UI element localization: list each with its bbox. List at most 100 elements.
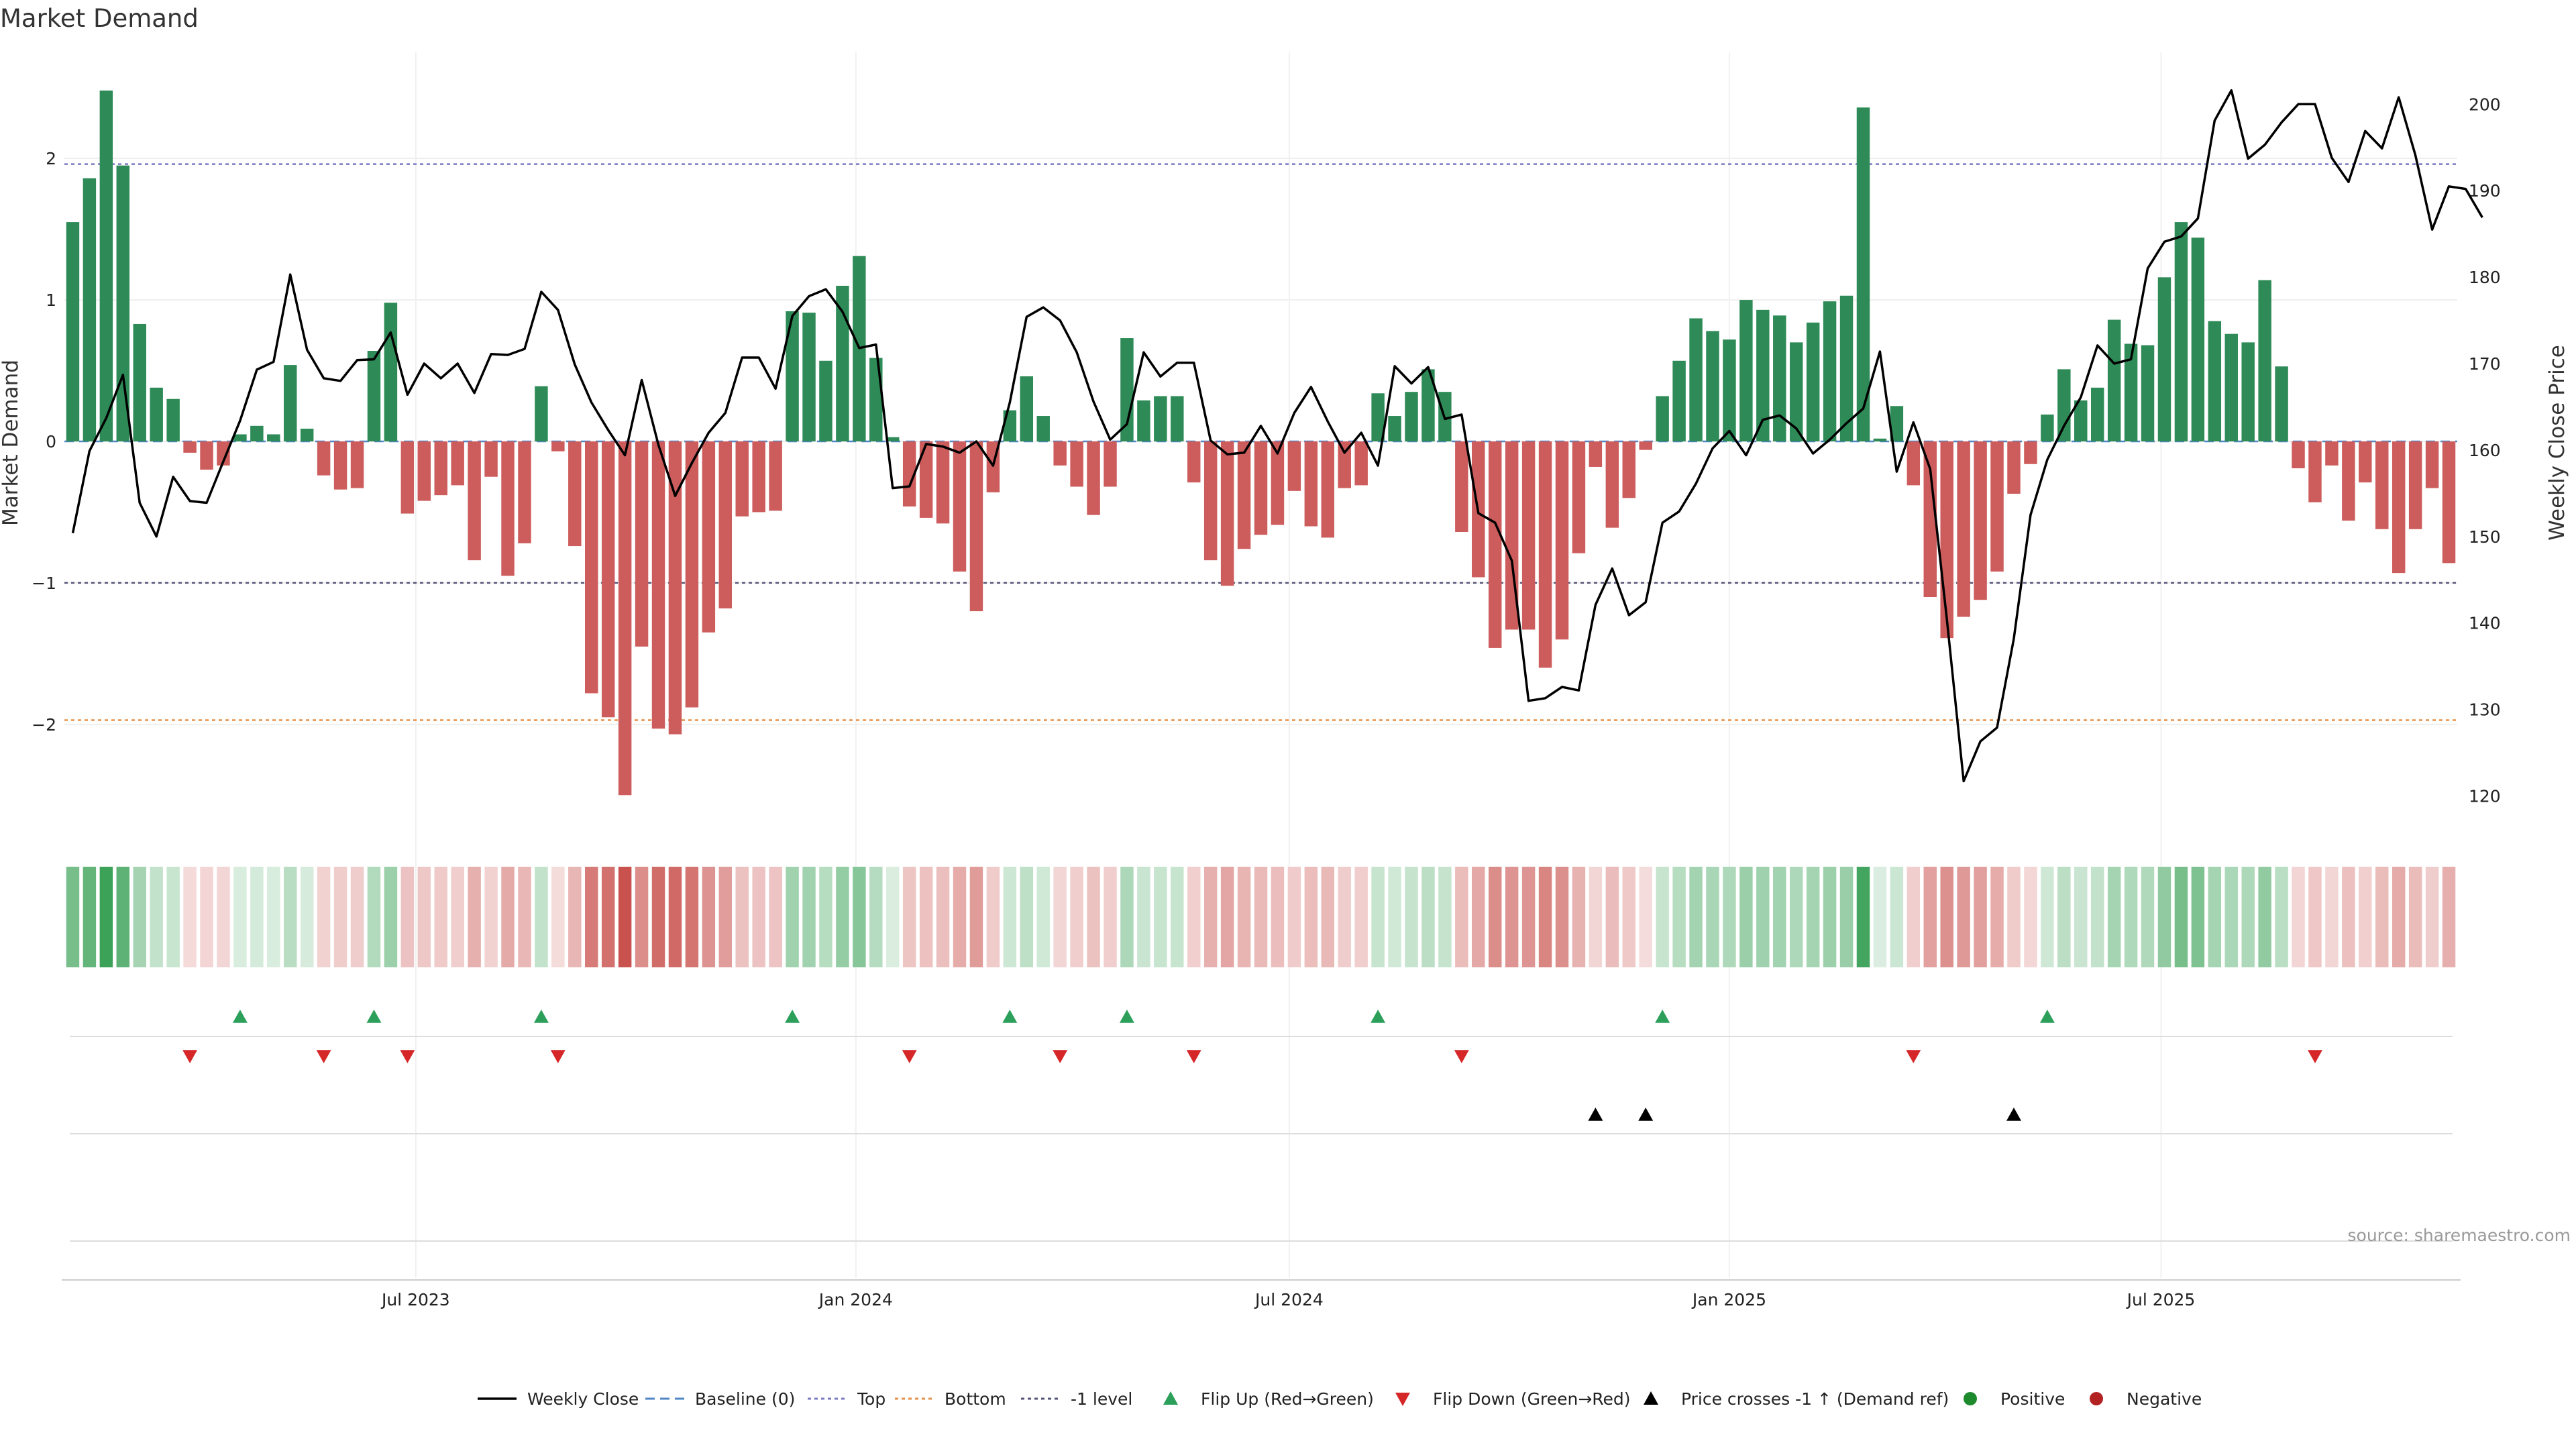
strip-cell bbox=[1974, 867, 1987, 967]
strip-cell bbox=[200, 867, 213, 967]
strip-cell bbox=[1321, 867, 1335, 967]
legend-label: Bottom bbox=[945, 1389, 1006, 1409]
strip-cell bbox=[267, 867, 280, 967]
grid-lines bbox=[64, 52, 2457, 1278]
demand-bar bbox=[183, 441, 197, 453]
demand-bar bbox=[2342, 441, 2355, 521]
right-tick-label: 170 bbox=[2469, 354, 2501, 374]
right-tick-label: 180 bbox=[2469, 268, 2501, 287]
flip-down-marker bbox=[182, 1050, 198, 1063]
x-tick-label: Jan 2024 bbox=[818, 1290, 893, 1309]
strip-cell bbox=[1104, 867, 1117, 967]
demand-bar bbox=[786, 311, 799, 441]
flip-up-marker bbox=[232, 1010, 248, 1023]
demand-bar bbox=[1839, 295, 1854, 441]
strip-cell bbox=[869, 867, 883, 967]
demand-bar bbox=[1488, 441, 1502, 648]
demand-bar bbox=[400, 441, 415, 514]
strip-cell bbox=[635, 867, 649, 967]
strip-cell bbox=[1120, 867, 1134, 967]
strip-cell bbox=[1505, 867, 1519, 967]
demand-bar bbox=[284, 365, 297, 441]
legend-flip-down-swatch bbox=[1395, 1393, 1410, 1406]
strip-cell bbox=[2392, 867, 2406, 967]
demand-bar bbox=[2007, 441, 2021, 494]
strip-cell bbox=[2090, 867, 2104, 967]
strip-cell bbox=[434, 867, 447, 967]
demand-bar bbox=[936, 441, 950, 524]
flip-down-marker bbox=[550, 1050, 566, 1063]
demand-bar bbox=[1706, 331, 1719, 441]
demand-bar bbox=[1521, 441, 1536, 630]
strip-cell bbox=[150, 867, 163, 967]
strip-cell bbox=[1739, 867, 1753, 967]
demand-bar bbox=[902, 441, 916, 507]
strip-cell bbox=[1806, 867, 1820, 967]
strip-cell bbox=[618, 867, 632, 967]
strip-cell bbox=[535, 867, 548, 967]
strip-cell bbox=[2174, 867, 2188, 967]
flip-down-marker bbox=[1186, 1050, 1201, 1063]
demand-bar bbox=[133, 323, 146, 441]
demand-bar bbox=[1739, 300, 1753, 441]
demand-bar bbox=[1957, 441, 1970, 617]
demand-bar bbox=[1605, 441, 1619, 528]
right-tick-label: 150 bbox=[2469, 527, 2501, 547]
strip-cell bbox=[1923, 867, 1937, 967]
legend-flip-up-swatch bbox=[1163, 1391, 1178, 1405]
demand-bar bbox=[585, 441, 598, 694]
axes: 2 1 0 −1 −2 200 190 180 170 160 150 140 130 120 bbox=[32, 95, 2501, 806]
strip-cell bbox=[886, 867, 900, 967]
demand-bar bbox=[1689, 318, 1703, 441]
strip-cell bbox=[786, 867, 799, 967]
strip-cell bbox=[2375, 867, 2389, 967]
demand-bar bbox=[752, 441, 765, 513]
strip-cell bbox=[166, 867, 180, 967]
strip-cell bbox=[1789, 867, 1803, 967]
demand-bar bbox=[1455, 441, 1468, 532]
strip-cell bbox=[83, 867, 97, 967]
demand-bar bbox=[1990, 441, 2004, 572]
demand-bar bbox=[501, 441, 515, 576]
strip-cell bbox=[2057, 867, 2071, 967]
legend-label: Negative bbox=[2127, 1389, 2202, 1409]
demand-bar bbox=[1622, 441, 1635, 498]
strip-cell bbox=[2308, 867, 2322, 967]
demand-bar bbox=[718, 441, 733, 608]
left-tick-label: 1 bbox=[46, 290, 56, 310]
demand-bar bbox=[802, 313, 816, 441]
strip-cell bbox=[484, 867, 498, 967]
strip-cell bbox=[1388, 867, 1401, 967]
x-tick-label: Jul 2025 bbox=[2126, 1290, 2196, 1309]
demand-bar bbox=[1555, 441, 1569, 640]
strip-cell bbox=[1338, 867, 1351, 967]
demand-bar bbox=[116, 165, 130, 441]
price-line-group bbox=[71, 89, 2483, 783]
x-tick-label: Jul 2024 bbox=[1254, 1290, 1324, 1309]
strip-cell bbox=[1890, 867, 1904, 967]
demand-bar bbox=[484, 441, 498, 477]
demand-bar bbox=[2241, 342, 2255, 441]
demand-bar bbox=[1589, 441, 1603, 467]
demand-bar bbox=[451, 441, 464, 486]
flip-down-marker bbox=[1906, 1050, 1921, 1063]
strip-cell bbox=[2325, 867, 2339, 967]
strip-cell bbox=[1455, 867, 1468, 967]
strip-cell bbox=[183, 867, 197, 967]
legend-positive-swatch bbox=[1964, 1392, 1977, 1405]
strip-cell bbox=[333, 867, 347, 967]
strip-cell bbox=[1053, 867, 1067, 967]
demand-bars bbox=[66, 90, 2456, 796]
strip-cell bbox=[2141, 867, 2155, 967]
demand-bar bbox=[2442, 441, 2456, 564]
demand-bar bbox=[1287, 441, 1301, 491]
strip-cell bbox=[2007, 867, 2021, 967]
flip-up-marker bbox=[785, 1010, 800, 1023]
demand-bar bbox=[1974, 441, 1987, 600]
event-markers bbox=[70, 1010, 2453, 1242]
legend-label: Baseline (0) bbox=[695, 1389, 795, 1409]
demand-bar bbox=[2157, 277, 2171, 441]
strip-cell bbox=[1907, 867, 1921, 967]
strip-cell bbox=[1521, 867, 1536, 967]
demand-bar bbox=[969, 441, 983, 612]
